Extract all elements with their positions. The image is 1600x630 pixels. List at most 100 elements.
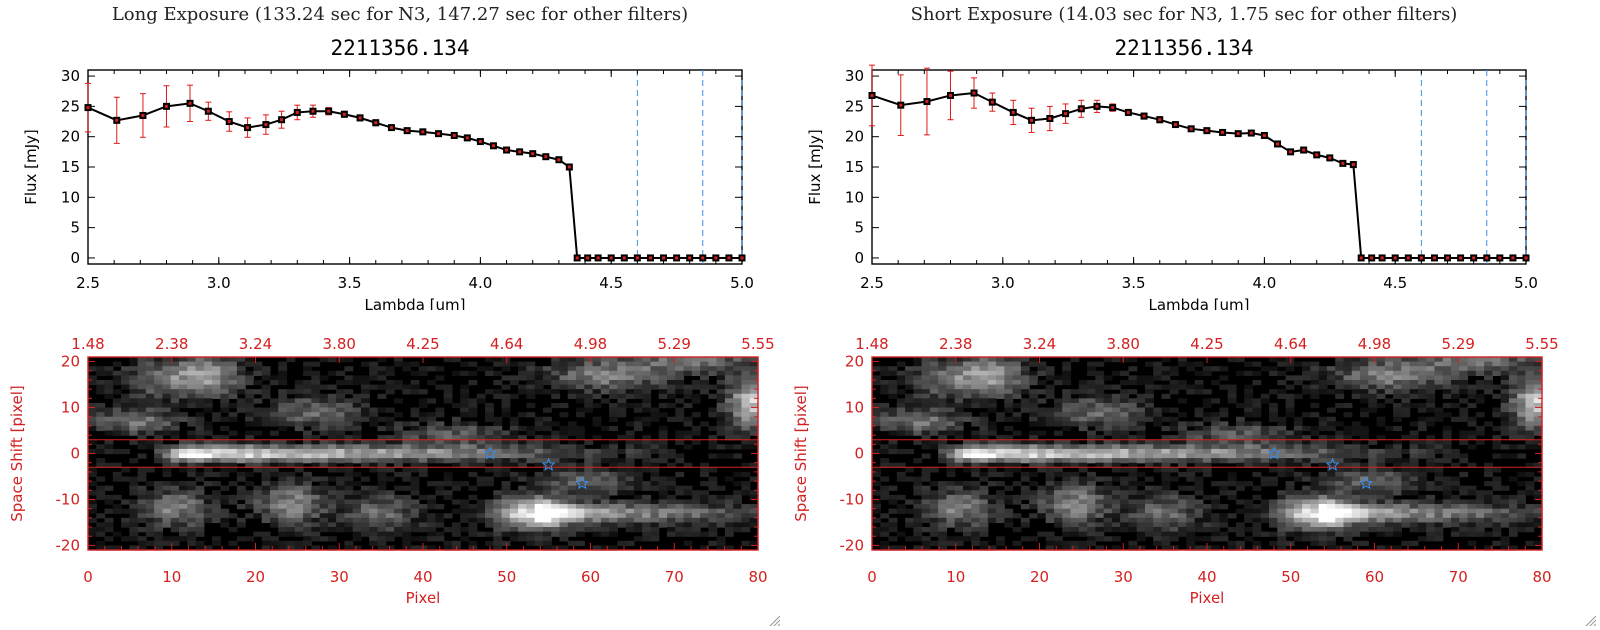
image-pixel <box>1037 430 1047 436</box>
image-pixel <box>1012 527 1022 533</box>
image-pixel <box>996 444 1005 450</box>
image-pixel <box>1037 366 1047 372</box>
image-pixel <box>1103 384 1113 390</box>
data-point-core <box>327 109 331 113</box>
image-pixel <box>1136 545 1146 551</box>
image-pixel <box>1219 485 1229 491</box>
image-pixel <box>929 517 939 524</box>
image-pixel <box>1219 513 1229 519</box>
image-pixel <box>962 467 972 473</box>
image-pixel <box>518 444 527 450</box>
image-pixel <box>1120 499 1130 505</box>
image-pixel <box>154 357 164 363</box>
image-pixel <box>962 379 972 386</box>
image-pixel <box>1161 448 1171 455</box>
image-pixel <box>600 499 610 505</box>
image-pixel <box>1053 444 1063 450</box>
image-pixel <box>1111 504 1121 510</box>
image-pixel <box>104 536 114 542</box>
image-pixel <box>1360 494 1369 501</box>
image-pixel <box>542 375 552 381</box>
image-pixel <box>154 398 164 404</box>
image-pixel <box>1029 393 1039 399</box>
image-pixel <box>642 531 652 537</box>
image-pixel <box>724 545 734 551</box>
image-pixel <box>220 370 230 376</box>
image-pixel <box>526 458 536 464</box>
image-pixel <box>1029 375 1039 381</box>
image-pixel <box>708 425 718 432</box>
image-pixel <box>987 448 997 455</box>
image-pixel <box>1360 481 1369 487</box>
image-pixel <box>360 462 370 468</box>
image-pixel <box>1161 545 1171 551</box>
image-pixel <box>683 402 693 409</box>
image-pixel <box>716 545 726 551</box>
image-pixel <box>708 513 718 519</box>
image-pixel <box>716 370 726 376</box>
image-pixel <box>1161 453 1171 459</box>
image-pixel <box>979 513 989 519</box>
image-pixel <box>576 494 585 501</box>
image-pixel <box>559 485 569 491</box>
image-pixel <box>1029 361 1039 367</box>
image-pixel <box>1376 458 1386 464</box>
y-tick-label: -20 <box>56 536 81 554</box>
image-pixel <box>708 476 718 482</box>
image-pixel <box>1384 384 1394 390</box>
image-pixel <box>683 540 693 547</box>
image-pixel <box>1186 453 1196 459</box>
y-axis-label: Flux [mJy] <box>806 129 824 205</box>
image-pixel <box>203 384 213 390</box>
image-pixel <box>418 517 428 524</box>
image-pixel <box>410 453 420 459</box>
image-pixel <box>1128 545 1138 551</box>
image-pixel <box>394 517 403 524</box>
image-pixel <box>921 357 931 363</box>
image-pixel <box>245 448 255 455</box>
image-pixel <box>493 508 503 514</box>
image-pixel <box>1211 522 1221 528</box>
image-pixel <box>559 361 569 367</box>
data-point-core <box>1173 123 1177 127</box>
image-pixel <box>1235 458 1245 464</box>
image-pixel <box>195 508 205 514</box>
image-pixel <box>1012 458 1022 464</box>
image-pixel <box>1293 504 1303 510</box>
image-pixel <box>1384 379 1394 386</box>
image-pixel <box>385 504 395 510</box>
image-pixel <box>112 471 122 478</box>
image-pixel <box>1211 527 1221 533</box>
image-pixel <box>749 402 759 409</box>
image-pixel <box>987 444 997 450</box>
y-tick-label: 10 <box>61 399 80 417</box>
image-pixel <box>1161 531 1171 537</box>
image-pixel <box>650 513 660 519</box>
image-pixel <box>971 435 981 441</box>
image-pixel <box>1087 527 1096 533</box>
image-pixel <box>625 421 635 427</box>
image-pixel <box>1269 430 1278 436</box>
image-pixel <box>905 398 914 404</box>
image-pixel <box>1211 448 1221 455</box>
image-pixel <box>410 389 420 395</box>
image-pixel <box>485 425 494 432</box>
image-pixel <box>137 453 147 459</box>
image-pixel <box>88 375 97 381</box>
x-tick-label: 3.0 <box>207 274 231 292</box>
image-pixel <box>1120 453 1130 459</box>
image-pixel <box>929 504 939 510</box>
image-pixel <box>253 499 263 505</box>
image-pixel <box>1037 407 1047 413</box>
image-pixel <box>228 527 238 533</box>
y-axis-label: Flux [mJy] <box>22 129 40 205</box>
image-pixel <box>724 402 734 409</box>
image-pixel <box>1219 375 1229 381</box>
image-pixel <box>286 439 296 445</box>
image-pixel <box>137 485 147 491</box>
image-pixel <box>493 527 503 533</box>
image-pixel <box>542 494 552 501</box>
image-pixel <box>987 389 997 395</box>
image-pixel <box>642 527 652 533</box>
data-point-core <box>295 110 299 114</box>
